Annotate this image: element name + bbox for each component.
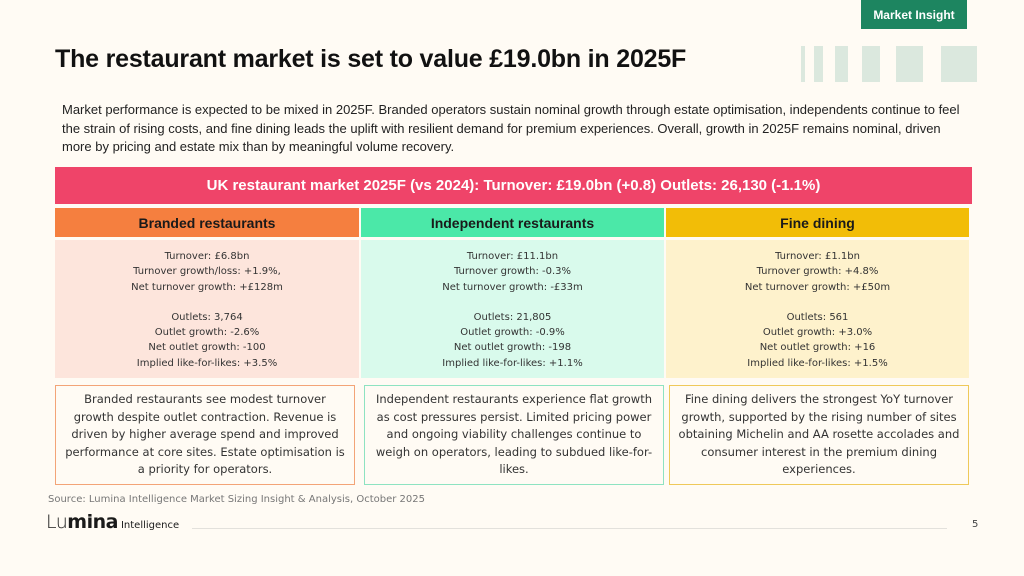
segment-stats-branded: Turnover: £6.8bn Turnover growth/loss: +… <box>55 240 359 378</box>
footer-divider <box>192 528 947 529</box>
summary-text: Independent restaurants experience flat … <box>375 392 653 477</box>
stat-line: Implied like-for-likes: +1.5% <box>747 357 888 369</box>
stat-line: Net turnover growth: -£33m <box>442 281 583 293</box>
market-insight-badge: Market Insight <box>861 0 967 29</box>
logo-text-lu: Lu <box>46 511 68 533</box>
deco-bar <box>801 46 805 82</box>
summary-text: Branded restaurants see modest turnover … <box>65 392 345 477</box>
stat-line: Implied like-for-likes: +3.5% <box>136 357 278 369</box>
summary-text: Fine dining delivers the strongest YoY t… <box>678 392 960 477</box>
stat-line: Outlets: 3,764 <box>171 311 243 323</box>
page-number: 5 <box>972 519 979 530</box>
stat-line: Turnover: £1.1bn <box>775 251 860 262</box>
segment-summary-branded: Branded restaurants see modest turnover … <box>55 385 355 485</box>
intro-paragraph: Market performance is expected to be mix… <box>62 102 960 154</box>
stat-line: Turnover growth: -0.3% <box>453 266 572 278</box>
stat-line: Turnover growth: +4.8% <box>756 266 879 278</box>
stat-line: Net outlet growth: -100 <box>148 342 266 354</box>
deco-bar <box>941 46 977 82</box>
stat-line: Turnover: £6.8bn <box>164 251 250 262</box>
segment-summary-independent: Independent restaurants experience flat … <box>364 385 664 485</box>
market-summary-banner: UK restaurant market 2025F (vs 2024): Tu… <box>55 167 972 204</box>
source-note: Source: Lumina Intelligence Market Sizin… <box>48 494 425 505</box>
logo-text-intelligence: Intelligence <box>120 520 180 531</box>
segment-header-fine-dining: Fine dining <box>666 208 969 237</box>
segment-stats-independent: Turnover: £11.1bn Turnover growth: -0.3%… <box>361 240 664 378</box>
lumina-logo: Lu mina Intelligence <box>46 511 179 533</box>
page-title: The restaurant market is set to value £1… <box>55 45 687 73</box>
stat-line: Net turnover growth: +£128m <box>131 281 283 293</box>
segment-header-independent: Independent restaurants <box>361 208 664 237</box>
stat-line: Net outlet growth: +16 <box>759 342 876 354</box>
stat-line: Net turnover growth: +£50m <box>744 281 891 293</box>
stat-line: Net outlet growth: -198 <box>453 342 572 354</box>
deco-bar <box>862 46 880 82</box>
stat-line: Outlet growth: +3.0% <box>762 327 873 339</box>
stat-line: Outlet growth: -2.6% <box>154 327 260 339</box>
stat-line: Outlets: 21,805 <box>473 311 552 323</box>
stat-line: Implied like-for-likes: +1.1% <box>442 357 583 369</box>
stat-line: Turnover: £11.1bn <box>466 251 559 262</box>
segment-header-branded: Branded restaurants <box>55 208 359 237</box>
stat-line: Outlets: 561 <box>786 311 849 323</box>
deco-bar <box>835 46 848 82</box>
logo-text-mina: mina <box>67 511 118 533</box>
deco-bar <box>814 46 823 82</box>
segment-summary-fine-dining: Fine dining delivers the strongest YoY t… <box>669 385 969 485</box>
segment-stats-fine-dining: Turnover: £1.1bn Turnover growth: +4.8% … <box>666 240 969 378</box>
stat-line: Turnover growth/loss: +1.9%, <box>133 266 281 278</box>
deco-bar <box>896 46 923 82</box>
stat-line: Outlet growth: -0.9% <box>460 327 565 339</box>
